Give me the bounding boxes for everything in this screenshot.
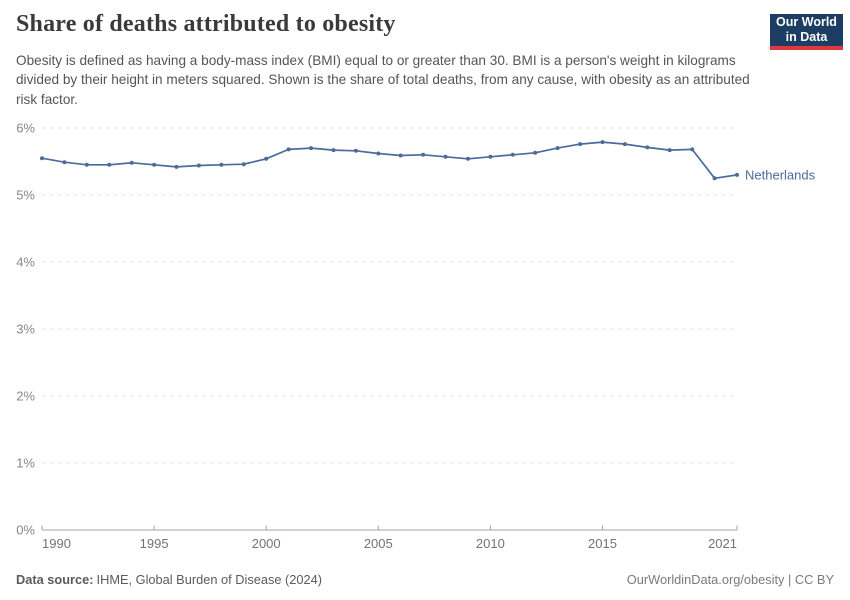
owid-logo-line1: Our World [776, 15, 837, 29]
data-point-netherlands-2006[interactable] [398, 153, 403, 158]
y-axis-label-0: 0% [16, 523, 35, 538]
x-axis-label-2021: 2021 [708, 536, 737, 551]
y-axis-label-1: 1% [16, 456, 35, 471]
data-point-netherlands-2020[interactable] [712, 176, 717, 181]
data-point-netherlands-2013[interactable] [555, 146, 560, 151]
x-axis-label-2015: 2015 [588, 536, 617, 551]
x-axis-label-2005: 2005 [364, 536, 393, 551]
y-axis-label-6: 6% [16, 121, 35, 136]
data-point-netherlands-2018[interactable] [667, 148, 672, 153]
x-axis-label-2010: 2010 [476, 536, 505, 551]
data-point-netherlands-2012[interactable] [533, 150, 538, 155]
x-axis-label-1990: 1990 [42, 536, 71, 551]
data-point-netherlands-1990[interactable] [40, 156, 44, 161]
data-point-netherlands-2009[interactable] [466, 156, 470, 161]
data-point-netherlands-1996[interactable] [174, 164, 179, 169]
y-axis-label-4: 4% [16, 255, 35, 270]
data-point-netherlands-2014[interactable] [578, 142, 583, 147]
data-point-netherlands-2019[interactable] [690, 147, 695, 152]
data-point-netherlands-2004[interactable] [353, 148, 358, 153]
y-axis-label-3: 3% [16, 322, 35, 337]
y-axis-label-2: 2% [16, 389, 35, 404]
data-point-netherlands-1998[interactable] [219, 162, 224, 167]
data-source-label: Data source: [16, 572, 94, 587]
series-label-netherlands: Netherlands [745, 167, 816, 182]
data-point-netherlands-2001[interactable] [286, 147, 291, 152]
credit-link[interactable]: OurWorldinData.org/obesity | CC BY [626, 572, 834, 587]
data-point-netherlands-1999[interactable] [241, 162, 246, 167]
data-point-netherlands-1993[interactable] [107, 162, 112, 167]
y-axis-label-5: 5% [16, 188, 35, 203]
owid-logo-line2: in Data [785, 30, 828, 44]
chart-subtitle: Obesity is defined as having a body-mass… [16, 53, 750, 107]
data-point-netherlands-2010[interactable] [488, 154, 493, 159]
data-point-netherlands-1994[interactable] [129, 160, 134, 165]
data-point-netherlands-2002[interactable] [309, 146, 313, 151]
x-axis-label-1995: 1995 [140, 536, 169, 551]
data-point-netherlands-2017[interactable] [645, 145, 650, 150]
x-axis-label-2000: 2000 [252, 536, 281, 551]
owid-logo[interactable]: Our World in Data [770, 14, 843, 50]
data-point-netherlands-2000[interactable] [264, 156, 269, 161]
page-title: Share of deaths attributed to obesity [16, 11, 396, 37]
data-point-netherlands-2007[interactable] [421, 152, 426, 157]
data-point-netherlands-2003[interactable] [331, 148, 336, 153]
line-chart[interactable]: 0% 1% 2% 3% 4% 5% 6% 1990 1995 2000 2005 2010 2015 20… [0, 110, 850, 555]
data-point-netherlands-1997[interactable] [196, 163, 201, 168]
data-point-netherlands-1995[interactable] [152, 162, 157, 167]
data-point-netherlands-2016[interactable] [622, 142, 627, 147]
data-point-netherlands-2011[interactable] [510, 152, 515, 157]
data-source-note: Data source: IHME, Global Burden of Disea… [16, 572, 322, 587]
data-point-netherlands-2005[interactable] [376, 151, 381, 156]
data-point-netherlands-2008[interactable] [443, 154, 448, 159]
data-point-netherlands-1992[interactable] [84, 162, 89, 167]
data-source-value: IHME, Global Burden of Disease (2024) [96, 572, 323, 587]
data-line-netherlands [41, 141, 738, 180]
data-point-netherlands-1991[interactable] [62, 160, 67, 165]
data-point-netherlands-2015[interactable] [600, 140, 605, 145]
data-point-netherlands-2021[interactable] [735, 172, 739, 177]
